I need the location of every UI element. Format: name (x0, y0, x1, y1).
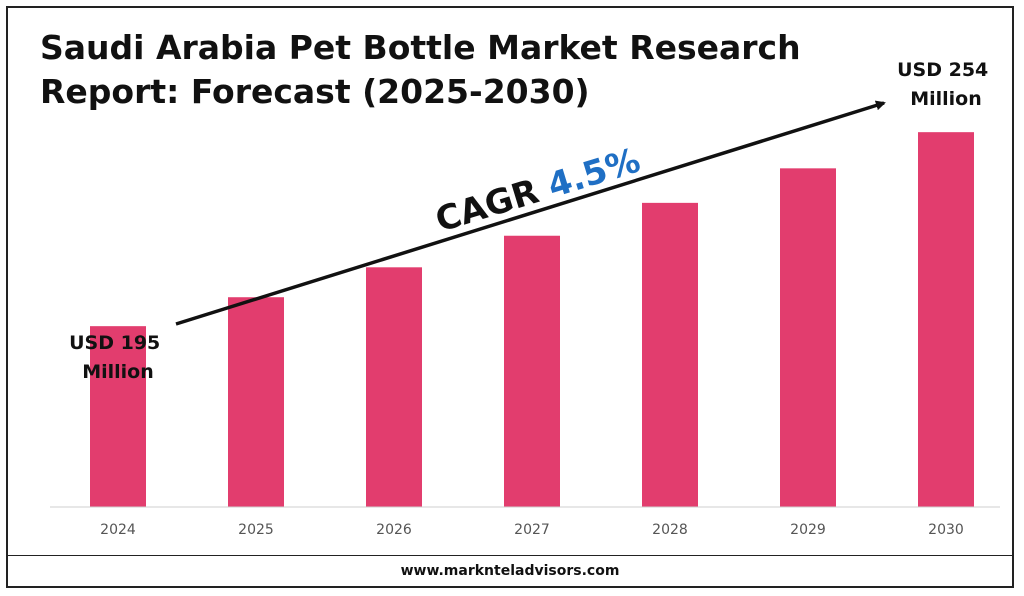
footer-website[interactable]: www.marknteladvisors.com (8, 555, 1012, 587)
end-value-label: USD 254 Million (897, 59, 995, 110)
cagr-label: CAGR 4.5% (431, 141, 645, 241)
x-tick-label-2028: 2028 (652, 522, 688, 538)
x-tick-labels: 2024 2025 2026 2027 2028 2029 2030 (100, 522, 964, 538)
end-value-line-2: Million (910, 88, 982, 110)
x-tick-label-2027: 2027 (514, 522, 550, 538)
end-value-line-1: USD 254 (897, 59, 988, 81)
x-tick-label-2024: 2024 (100, 522, 136, 538)
x-tick-label-2030: 2030 (928, 522, 964, 538)
x-tick-label-2026: 2026 (376, 522, 412, 538)
cagr-value: 4.5% (543, 141, 645, 207)
x-tick-label-2025: 2025 (238, 522, 274, 538)
page-title: Saudi Arabia Pet Bottle Market Research … (40, 28, 801, 111)
bar-2027 (504, 235, 560, 508)
start-value-label: USD 195 Million (69, 332, 167, 383)
bar-2025 (228, 297, 284, 507)
start-value-line-2: Million (82, 361, 154, 383)
bar-2029 (780, 168, 836, 507)
start-value-line-1: USD 195 (69, 332, 160, 354)
cagr-prefix: CAGR (431, 168, 555, 241)
bar-2026 (366, 267, 422, 507)
cagr-arrow (175, 100, 886, 326)
bar-2028 (642, 202, 698, 508)
bar-2024 (90, 326, 146, 507)
x-tick-label-2029: 2029 (790, 522, 826, 538)
bar-2030 (918, 132, 974, 507)
bars-group (90, 132, 974, 508)
